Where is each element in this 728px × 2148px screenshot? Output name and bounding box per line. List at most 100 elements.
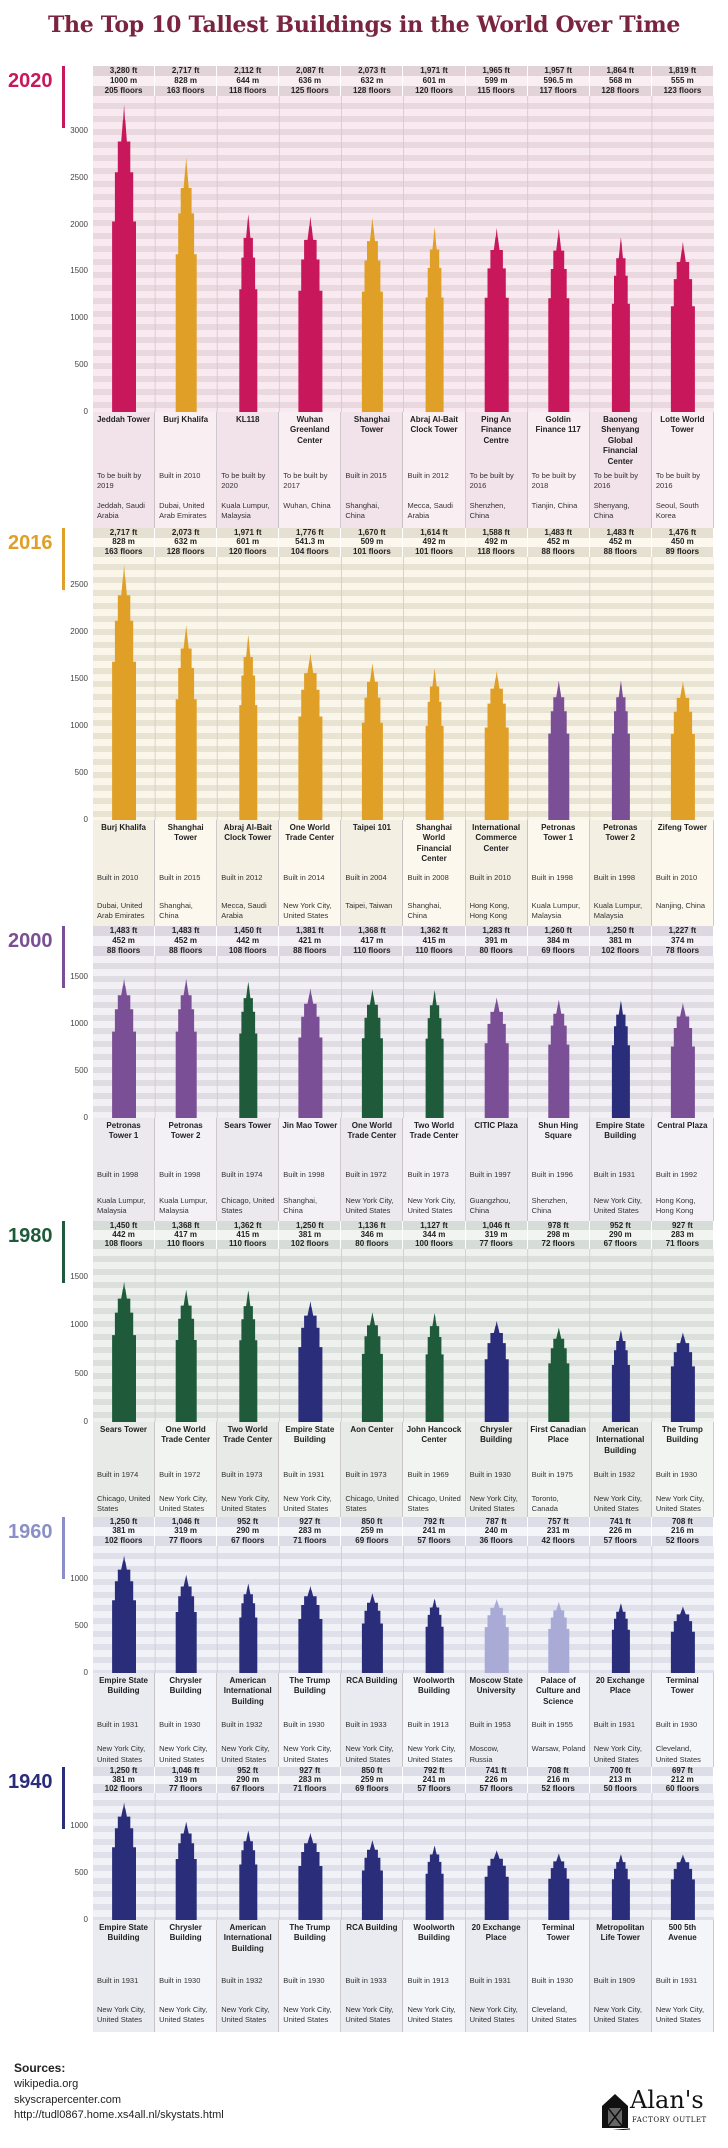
building-ft: 1,483 ft <box>590 528 652 538</box>
building-m: 601 m <box>403 75 466 86</box>
y-tick-label: 0 <box>83 815 88 824</box>
building-name: Zifeng Tower <box>657 823 707 832</box>
building-floors: 50 floors <box>590 1784 652 1793</box>
building-name: Two World Trade Center <box>409 1121 459 1141</box>
logo-subtitle: FACTORY OUTLET <box>632 2116 707 2124</box>
building-ft: 741 ft <box>590 1517 652 1527</box>
built-year: Built in 1932 <box>593 1469 636 1479</box>
built-year: Built in 1913 <box>407 1720 449 1729</box>
year-label: 1940 <box>8 1771 53 1793</box>
building-location: Taipei, Taiwan <box>345 900 393 910</box>
building-floors: 108 floors <box>217 945 280 956</box>
source-link[interactable]: http://tudl0867.home.xs4all.nl/skystats.… <box>14 2109 224 2122</box>
building-name: Abraj Al-Bait Clock Tower <box>409 415 459 435</box>
building-name: American International Building <box>223 1676 272 1706</box>
building-silhouette <box>175 1289 197 1422</box>
building-location: New York City, United States <box>469 2005 518 2025</box>
building-floors: 88 floors <box>93 945 156 956</box>
stats-row-m: 1000 m 828 m 644 m 636 m 632 m 601 m 599 m 596.… <box>93 75 714 86</box>
building-location: New York City, United States <box>407 1196 456 1216</box>
building-silhouette <box>298 988 323 1118</box>
building-silhouette <box>361 217 383 412</box>
building-name: Taipei 101 <box>352 823 391 832</box>
building-m: 555 m <box>652 75 714 86</box>
building-info: Burj Khalifa Built in 2010 Dubai, United A… <box>93 820 156 926</box>
building-floors: 80 floors <box>466 945 528 956</box>
building-ft: 1,588 ft <box>466 528 528 538</box>
y-tick-label: 1500 <box>70 674 88 683</box>
year-label: 1960 <box>8 1521 53 1543</box>
sources-heading: Sources: <box>14 2061 66 2075</box>
building-m: 319 m <box>155 1526 218 1537</box>
building-location: Kuala Lumpur, Malaysia <box>159 1196 208 1216</box>
building-silhouette <box>175 1574 197 1673</box>
building-location: New York City, United States <box>97 1744 146 1764</box>
building-silhouette <box>670 1606 695 1673</box>
building-floors: 88 floors <box>590 547 652 557</box>
building-info: Shanghai Tower Built in 2015 Shanghai, Chi… <box>155 820 218 926</box>
building-location: Toronto, Canada <box>531 1494 559 1514</box>
stats-row-m: 442 m 417 m 415 m 381 m 346 m 344 m 319 m 298 m… <box>93 1230 714 1240</box>
building-name: One World Trade Center <box>347 1121 397 1141</box>
built-year: Built in 1913 <box>407 1976 449 1985</box>
building-silhouette <box>298 1585 323 1673</box>
building-name: Burj Khalifa <box>101 823 146 832</box>
building-name: Petronas Tower 1 <box>106 1121 141 1141</box>
built-year: Built in 2015 <box>159 873 201 882</box>
building-m: 226 m <box>466 1776 528 1785</box>
building-floors: 52 floors <box>652 1536 714 1546</box>
source-link[interactable]: skyscrapercenter.com <box>14 2093 121 2106</box>
building-ft: 1,046 ft <box>155 1517 218 1527</box>
y-tick-label: 1000 <box>70 1821 88 1830</box>
building-m: 290 m <box>217 1776 280 1785</box>
stats-header: 1,483 ft 1,483 ft 1,450 ft 1,381 ft 1,368 ft… <box>93 926 714 956</box>
building-ft: 1,450 ft <box>93 1221 156 1231</box>
building-floors: 110 floors <box>403 945 466 956</box>
building-location: New York City, United States <box>345 1196 394 1216</box>
built-year: Built in 2012 <box>407 470 449 480</box>
built-year: To be built by 2016 <box>593 470 638 490</box>
building-ft: 792 ft <box>403 1767 466 1776</box>
building-info: CITIC Plaza Built in 1997 Guangzhou, China <box>465 1118 528 1221</box>
building-silhouette <box>239 981 258 1118</box>
building-name: International Commerce Center <box>472 823 521 853</box>
stats-header: 1,250 ft 1,046 ft 952 ft 927 ft 850 ft 792 ft… <box>93 1767 714 1793</box>
building-location: Cleveland, United States <box>531 2005 577 2025</box>
building-silhouette <box>175 625 197 820</box>
building-location: New York City, United States <box>159 1494 208 1514</box>
building-floors: 36 floors <box>466 1536 528 1546</box>
source-link[interactable]: wikipedia.org <box>14 2078 79 2091</box>
building-info: Metropolitan Life Tower Built in 1909 New … <box>589 1920 652 2032</box>
building-location: New York City, United States <box>345 1744 394 1764</box>
built-year: Built in 1930 <box>283 1720 325 1729</box>
height-chart <box>93 557 714 820</box>
stats-row-ft: 2,717 ft 2,073 ft 1,971 ft 1,776 ft 1,670 ft… <box>93 528 714 538</box>
building-floors: 69 floors <box>341 1536 404 1546</box>
built-year: Built in 1931 <box>593 1169 636 1179</box>
building-silhouette <box>670 1332 695 1422</box>
y-tick-label: 0 <box>83 1668 88 1677</box>
building-name: CITIC Plaza <box>474 1121 518 1130</box>
built-year: Built in 1969 <box>407 1469 449 1479</box>
building-m: 632 m <box>341 75 404 86</box>
building-m: 636 m <box>279 75 342 86</box>
building-m: 298 m <box>528 1230 590 1240</box>
building-ft: 1,381 ft <box>279 926 342 936</box>
building-location: Kuala Lumpur, Malaysia <box>593 900 643 920</box>
building-location: New York City, United States <box>97 2005 146 2025</box>
building-info: Lotte World Tower To be built by 2016 Seou… <box>651 412 714 529</box>
building-name: Abraj Al-Bait Clock Tower <box>223 823 272 843</box>
building-m: 381 m <box>590 935 652 946</box>
building-info-row: Jeddah Tower To be built by 2019 Jeddah, S… <box>93 412 714 529</box>
y-tick-label: 1000 <box>70 721 88 730</box>
y-tick-label: 500 <box>74 768 88 777</box>
y-tick-label: 500 <box>74 1621 88 1630</box>
building-info: Abraj Al-Bait Clock Tower Built in 2012 Me… <box>403 412 466 529</box>
building-location: New York City, United States <box>593 1744 642 1764</box>
built-year: Built in 2010 <box>469 873 511 882</box>
y-tick-label: 500 <box>74 1066 88 1075</box>
building-floors: 88 floors <box>155 945 218 956</box>
building-silhouettes <box>112 1249 695 1422</box>
building-location: New York City, United States <box>283 1494 332 1514</box>
building-floors: 100 floors <box>403 1239 466 1249</box>
